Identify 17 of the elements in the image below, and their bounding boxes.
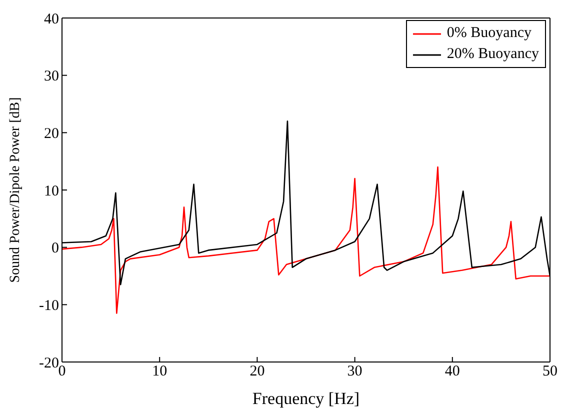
y-axis-title: Sound Power/Dipole Power [dB] bbox=[8, 97, 23, 283]
x-tick-label: 50 bbox=[542, 364, 558, 380]
x-tick-label: 40 bbox=[444, 364, 460, 380]
legend-label: 0% Buoyancy bbox=[446, 25, 532, 42]
x-tick-label: 10 bbox=[152, 364, 168, 380]
y-tick-label: 40 bbox=[44, 11, 59, 28]
y-tick-label: 0 bbox=[52, 240, 59, 257]
y-tick-label: -10 bbox=[39, 298, 59, 314]
y-tick-label: 10 bbox=[44, 183, 59, 200]
x-axis-title: Frequency [Hz] bbox=[252, 389, 360, 408]
y-tick-label: 20 bbox=[44, 126, 59, 142]
x-tick-label: 30 bbox=[347, 364, 362, 380]
x-tick-label: 20 bbox=[250, 364, 265, 380]
y-tick-label: -20 bbox=[39, 355, 59, 372]
y-tick-label: 30 bbox=[44, 68, 59, 85]
legend-label: 20% Buoyancy bbox=[446, 46, 539, 63]
line-series bbox=[62, 166, 550, 314]
